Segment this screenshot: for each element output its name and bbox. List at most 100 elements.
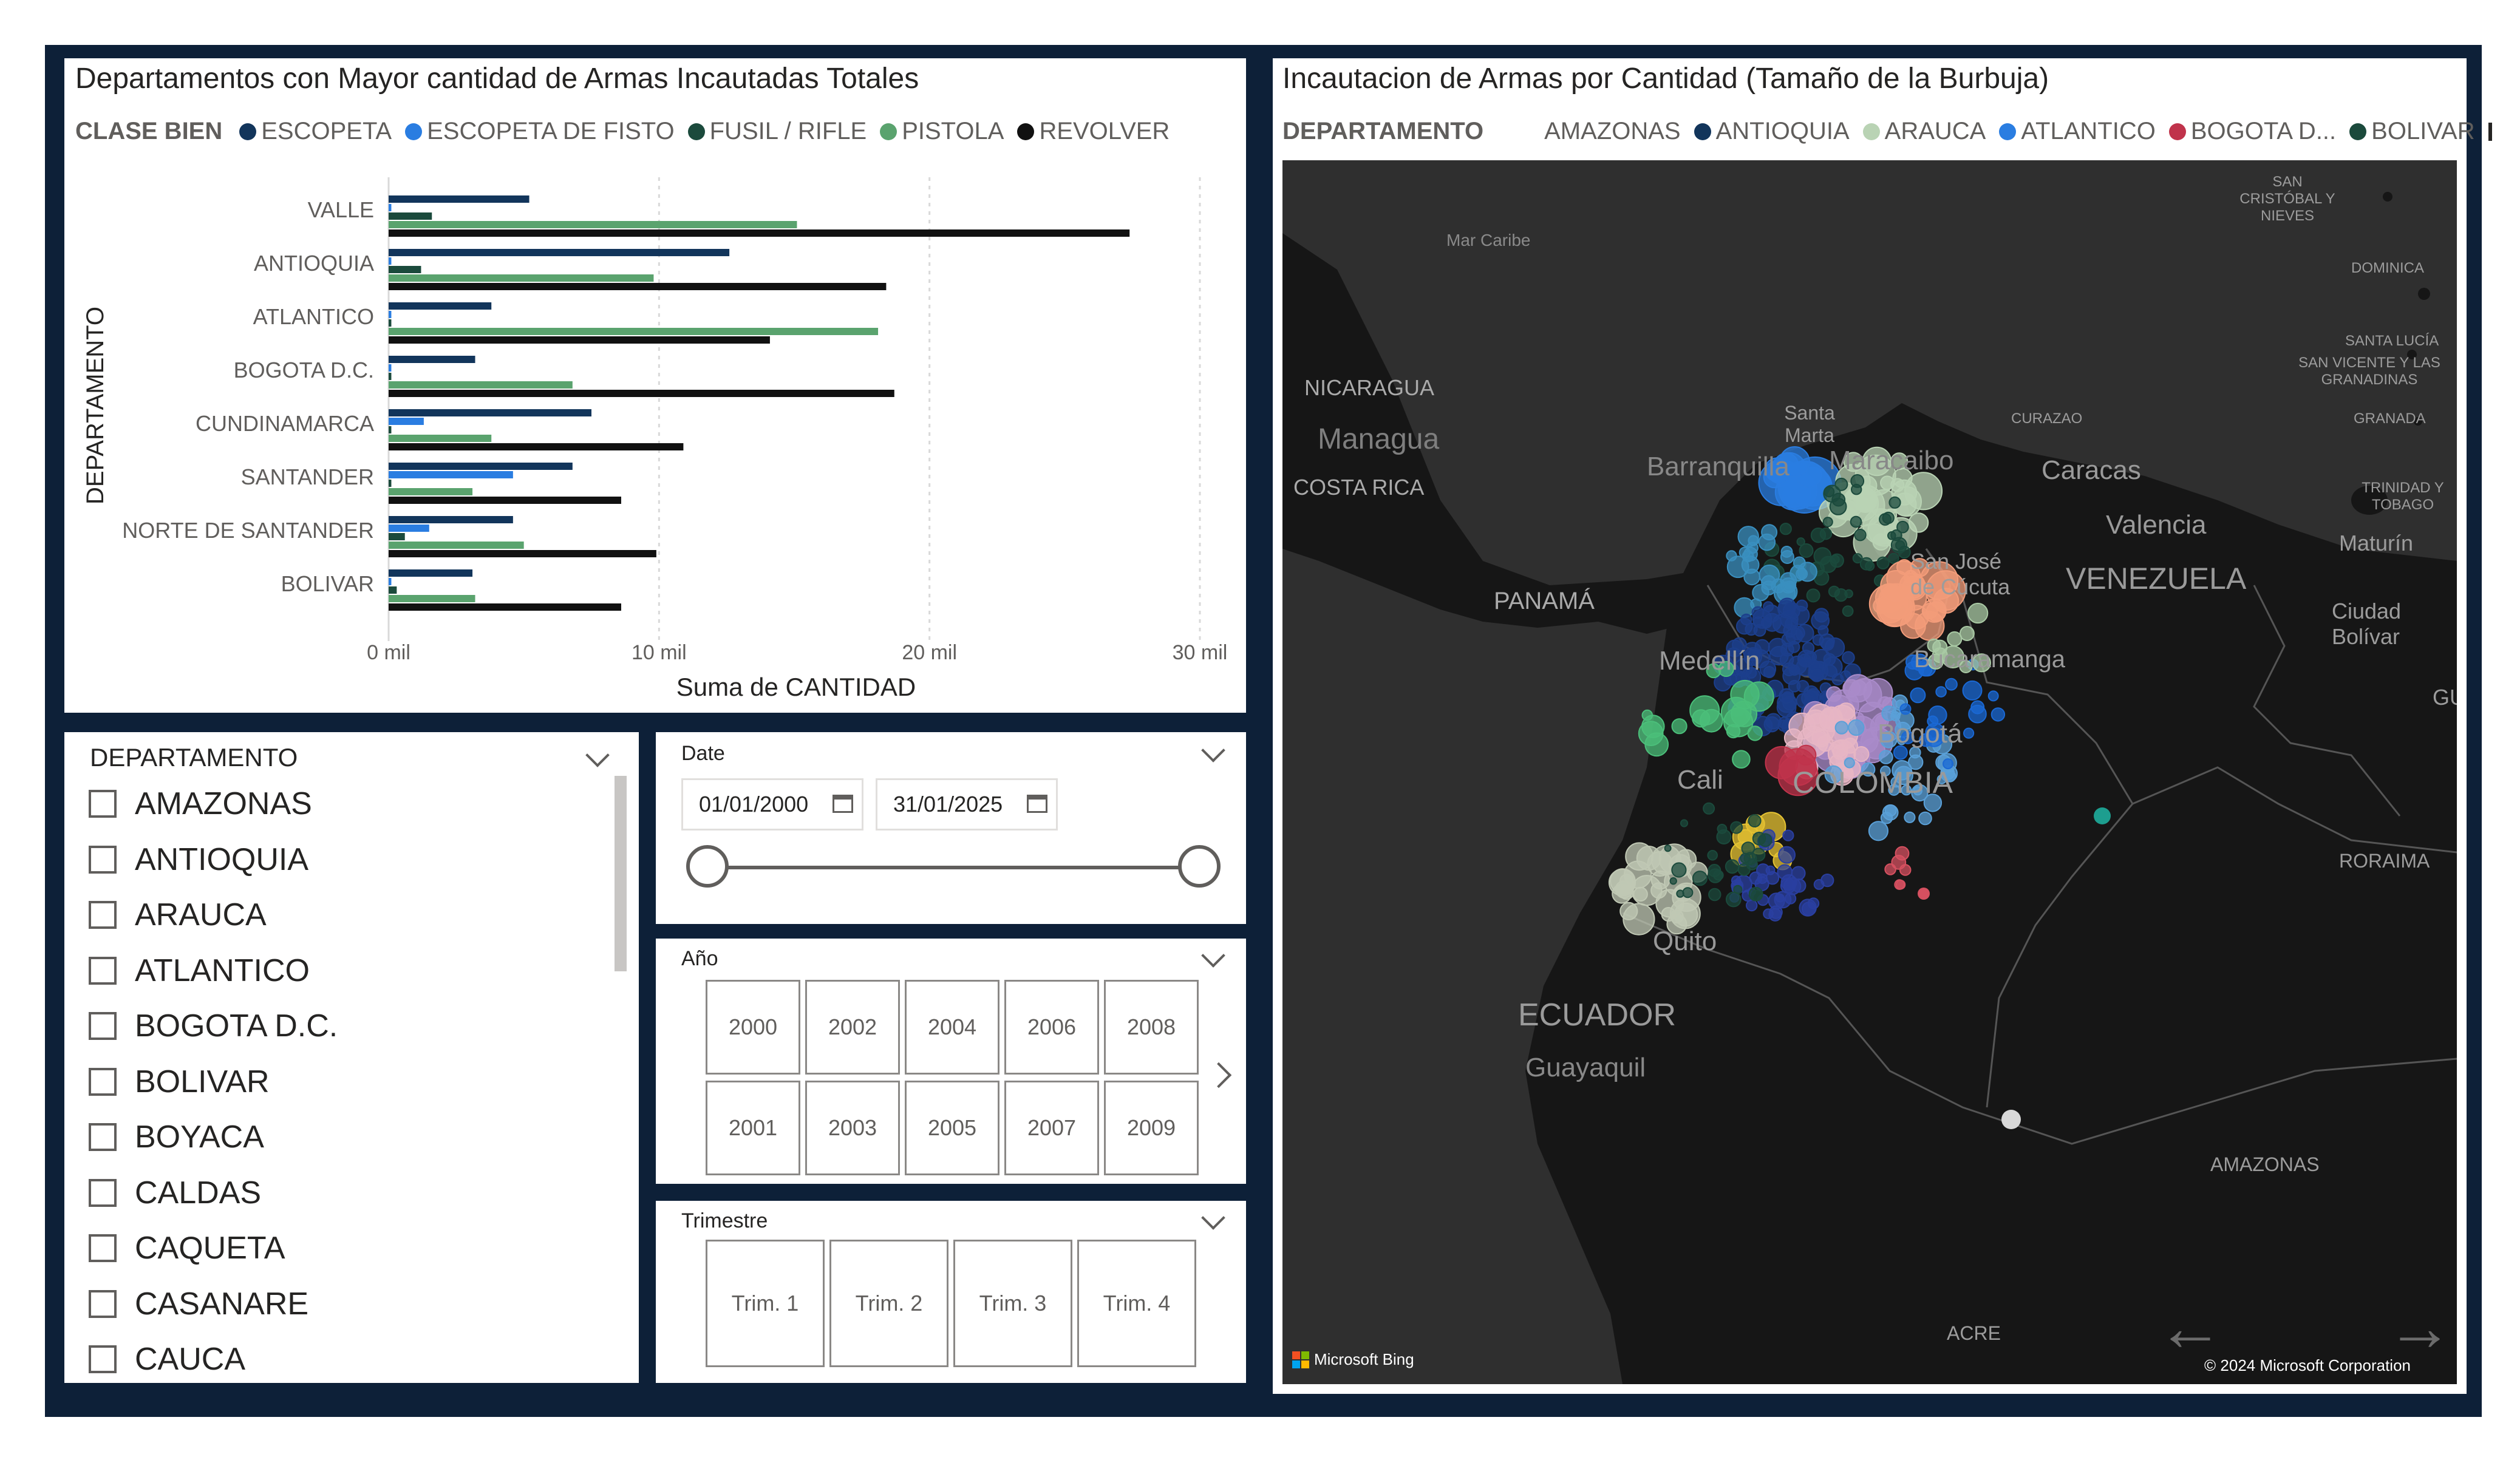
bar-escopeta[interactable] — [389, 463, 573, 470]
map-bubble[interactable] — [1706, 663, 1721, 679]
year-tile[interactable]: 2008 — [1104, 980, 1199, 1075]
map-bubble[interactable] — [1947, 631, 1963, 647]
map-bubble[interactable] — [1911, 784, 1929, 802]
map-bubble[interactable] — [1796, 680, 1810, 693]
map-bubble[interactable] — [1771, 578, 1786, 594]
map-bubble[interactable] — [1812, 634, 1824, 646]
map-bubble[interactable] — [1880, 475, 1895, 491]
map-bubble[interactable] — [1901, 730, 1915, 744]
legend-item-escopeta[interactable]: ESCOPETA — [239, 118, 392, 145]
map-bubble[interactable] — [1779, 523, 1792, 535]
quarter-tile[interactable]: Trim. 4 — [1077, 1240, 1196, 1367]
map-bubble[interactable] — [1880, 731, 1898, 749]
bar-pistola[interactable] — [389, 328, 879, 335]
map-bubble[interactable] — [1761, 524, 1778, 541]
map-bubble[interactable] — [1797, 650, 1816, 668]
map-bubble[interactable] — [1884, 863, 1896, 875]
map-bubble[interactable] — [1927, 715, 1939, 727]
map-bubble[interactable] — [1769, 646, 1789, 666]
map-bubble[interactable] — [1904, 661, 1924, 681]
map-bubble[interactable] — [1831, 673, 1844, 686]
map-bubble[interactable] — [1752, 832, 1766, 846]
map-bubble[interactable] — [1671, 718, 1687, 735]
map-bubble[interactable] — [1813, 879, 1825, 890]
map-bubble[interactable] — [1763, 666, 1776, 678]
department-option[interactable]: ANTIOQUIA — [89, 841, 308, 878]
year-tile[interactable]: 2007 — [1004, 1081, 1099, 1175]
map-bubble[interactable] — [1735, 617, 1753, 635]
map-bubble[interactable] — [1822, 517, 1833, 528]
map-bubble[interactable] — [1918, 811, 1932, 826]
quarter-tile[interactable]: Trim. 2 — [829, 1240, 948, 1367]
map-bubble[interactable] — [1779, 446, 1810, 477]
bar-fusil-rifle[interactable] — [389, 212, 432, 220]
map-bubble[interactable] — [1844, 757, 1855, 769]
year-tile[interactable]: 2002 — [805, 980, 900, 1075]
bar-pistola[interactable] — [389, 274, 654, 282]
map-bubble[interactable] — [1865, 561, 1875, 571]
map-bubble[interactable] — [1780, 550, 1794, 564]
map-bubble[interactable] — [1923, 793, 1943, 812]
map-bubble[interactable] — [1703, 802, 1715, 815]
bar-pistola[interactable] — [389, 221, 797, 228]
map-bubble[interactable] — [1692, 871, 1708, 886]
checkbox[interactable] — [89, 1234, 117, 1262]
map-bubble[interactable] — [1743, 546, 1758, 562]
map-bubble[interactable] — [1888, 552, 1899, 565]
map-bubble[interactable] — [1970, 700, 1985, 715]
bar-pistola[interactable] — [389, 381, 573, 389]
checkbox[interactable] — [89, 1012, 117, 1040]
start-date-input[interactable]: 01/01/2000 — [681, 778, 863, 830]
next-page-icon[interactable] — [1205, 1062, 1232, 1089]
year-tile[interactable]: 2003 — [805, 1081, 900, 1175]
map-bubble[interactable] — [1919, 561, 1959, 600]
bar-fusil-rifle[interactable] — [389, 480, 392, 487]
map-bubble[interactable] — [1810, 528, 1827, 543]
department-option[interactable]: AMAZONAS — [89, 786, 312, 822]
scrollbar-thumb[interactable] — [615, 776, 627, 971]
map-bubble[interactable] — [1669, 877, 1677, 885]
map-bubble[interactable] — [1730, 679, 1760, 710]
bar-pistola[interactable] — [389, 595, 475, 602]
map-bubble[interactable] — [1884, 804, 1897, 817]
year-tile[interactable]: 2001 — [706, 1081, 800, 1175]
bar-revolver[interactable] — [389, 390, 894, 397]
map-bubble[interactable] — [1641, 709, 1653, 721]
map-bubble[interactable] — [1926, 601, 1947, 622]
map-bubble[interactable] — [1745, 667, 1757, 679]
map-bubble[interactable] — [1806, 588, 1820, 603]
map-bubble[interactable] — [1811, 611, 1830, 630]
map-bubble[interactable] — [1910, 687, 1926, 704]
bar-revolver[interactable] — [389, 283, 887, 290]
map-bubble[interactable] — [1854, 529, 1867, 542]
map-bubble[interactable] — [1747, 725, 1763, 741]
map-bubble[interactable] — [1775, 893, 1785, 903]
bar-chart-panel[interactable]: Departamentos con Mayor cantidad de Arma… — [64, 58, 1246, 713]
map-bubble[interactable] — [1987, 690, 1999, 702]
map-bubble[interactable] — [1671, 862, 1687, 878]
bar-pistola[interactable] — [389, 542, 524, 549]
map-bubble[interactable] — [1853, 489, 1878, 513]
map-bubble[interactable] — [1842, 651, 1855, 665]
map-bubble[interactable] — [1895, 846, 1910, 861]
map-bubble[interactable] — [1880, 570, 1912, 602]
bar-pistola[interactable] — [389, 488, 473, 495]
date-range-start-handle[interactable] — [686, 845, 729, 888]
map-bubble[interactable] — [1669, 909, 1684, 924]
bar-escopeta[interactable] — [389, 569, 473, 577]
map-bubble[interactable] — [2094, 807, 2111, 824]
map-bubble[interactable] — [1748, 814, 1762, 827]
map-bubble[interactable] — [1782, 829, 1794, 841]
department-option[interactable]: BOGOTA D.C. — [89, 1008, 338, 1044]
map-bubble[interactable] — [1972, 653, 1992, 673]
map-bubble[interactable] — [1753, 623, 1766, 637]
legend-item-escopeta-fisto[interactable]: ESCOPETA DE FISTO — [405, 118, 675, 145]
bar-escopeta-de-fisto[interactable] — [389, 418, 424, 425]
map-bubble[interactable] — [1779, 688, 1794, 704]
department-option[interactable]: BOLIVAR — [89, 1064, 270, 1100]
bar-escopeta-de-fisto[interactable] — [389, 311, 392, 318]
map-bubble[interactable] — [1826, 686, 1842, 702]
map-bubble[interactable] — [1810, 668, 1824, 682]
map-bubble[interactable] — [1737, 863, 1751, 876]
map-bubble[interactable] — [1748, 535, 1759, 546]
